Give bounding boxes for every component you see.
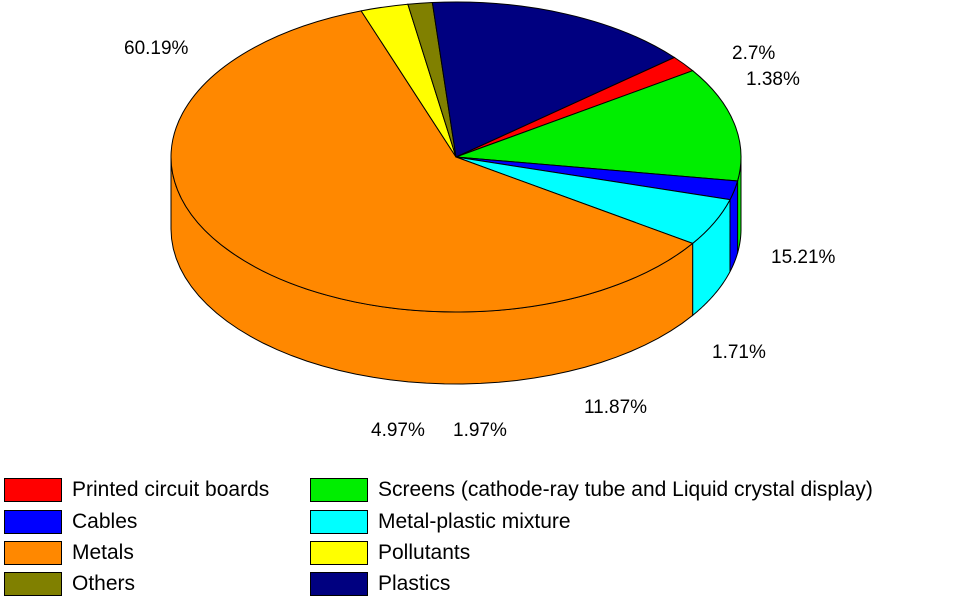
legend-label-metals: Metals xyxy=(72,541,134,564)
legend-swatch-screens xyxy=(310,478,368,502)
pie-top xyxy=(170,1,742,313)
pie-slice-metals xyxy=(170,10,694,313)
legend-label-metal-plastic-mixture: Metal-plastic mixture xyxy=(378,510,571,533)
pie-slice-plastics xyxy=(431,1,676,158)
legend-item-others: Others xyxy=(4,570,135,598)
legend-label-plastics: Plastics xyxy=(378,572,451,595)
legend-item-printed-circuit-boards: Printed circuit boards xyxy=(4,476,269,504)
legend-item-screens: Screens (cathode-ray tube and Liquid cry… xyxy=(310,476,873,504)
pct-label-metal-plastic-mixture: 4.97% xyxy=(371,420,425,441)
legend-label-screens: Screens (cathode-ray tube and Liquid cry… xyxy=(378,478,873,501)
legend-swatch-pollutants xyxy=(310,541,368,565)
pct-label-pollutants: 2.7% xyxy=(732,43,775,64)
legend-item-pollutants: Pollutants xyxy=(310,539,470,567)
pct-label-plastics: 15.21% xyxy=(771,247,836,268)
pct-label-cables: 1.97% xyxy=(453,420,507,441)
legend-swatch-metals xyxy=(4,541,62,565)
pie-chart: 1.71% 11.87% 1.97% 4.97% 60.19% 2.7% 1.38% 15.2… xyxy=(124,1,836,441)
pie-labels: 1.71% 11.87% 1.97% 4.97% 60.19% 2.7% 1.38% 15.2… xyxy=(124,38,836,441)
legend-swatch-plastics xyxy=(310,572,368,596)
legend-swatch-others xyxy=(4,572,62,596)
legend-label-pollutants: Pollutants xyxy=(378,541,471,564)
pct-label-others: 1.38% xyxy=(746,69,800,90)
legend-label-others: Others xyxy=(72,572,136,595)
legend-swatch-metal-plastic-mixture xyxy=(310,510,368,534)
legend-swatch-printed-circuit-boards xyxy=(4,478,62,502)
legend-label-cables: Cables xyxy=(72,510,138,533)
legend-item-plastics: Plastics xyxy=(310,570,450,598)
legend-item-cables: Cables xyxy=(4,508,137,536)
legend-swatch-cables xyxy=(4,510,62,534)
pie-slice-screens xyxy=(455,70,742,182)
pct-label-screens: 11.87% xyxy=(584,397,647,418)
legend-item-metals: Metals xyxy=(4,539,134,567)
pct-label-printed-circuit-boards: 1.71% xyxy=(712,342,766,363)
legend: Printed circuit boards Cables Metals Oth… xyxy=(0,474,975,602)
pct-label-metals: 60.19% xyxy=(124,38,189,59)
legend-item-metal-plastic-mixture: Metal-plastic mixture xyxy=(310,508,571,536)
legend-label-printed-circuit-boards: Printed circuit boards xyxy=(72,478,270,501)
